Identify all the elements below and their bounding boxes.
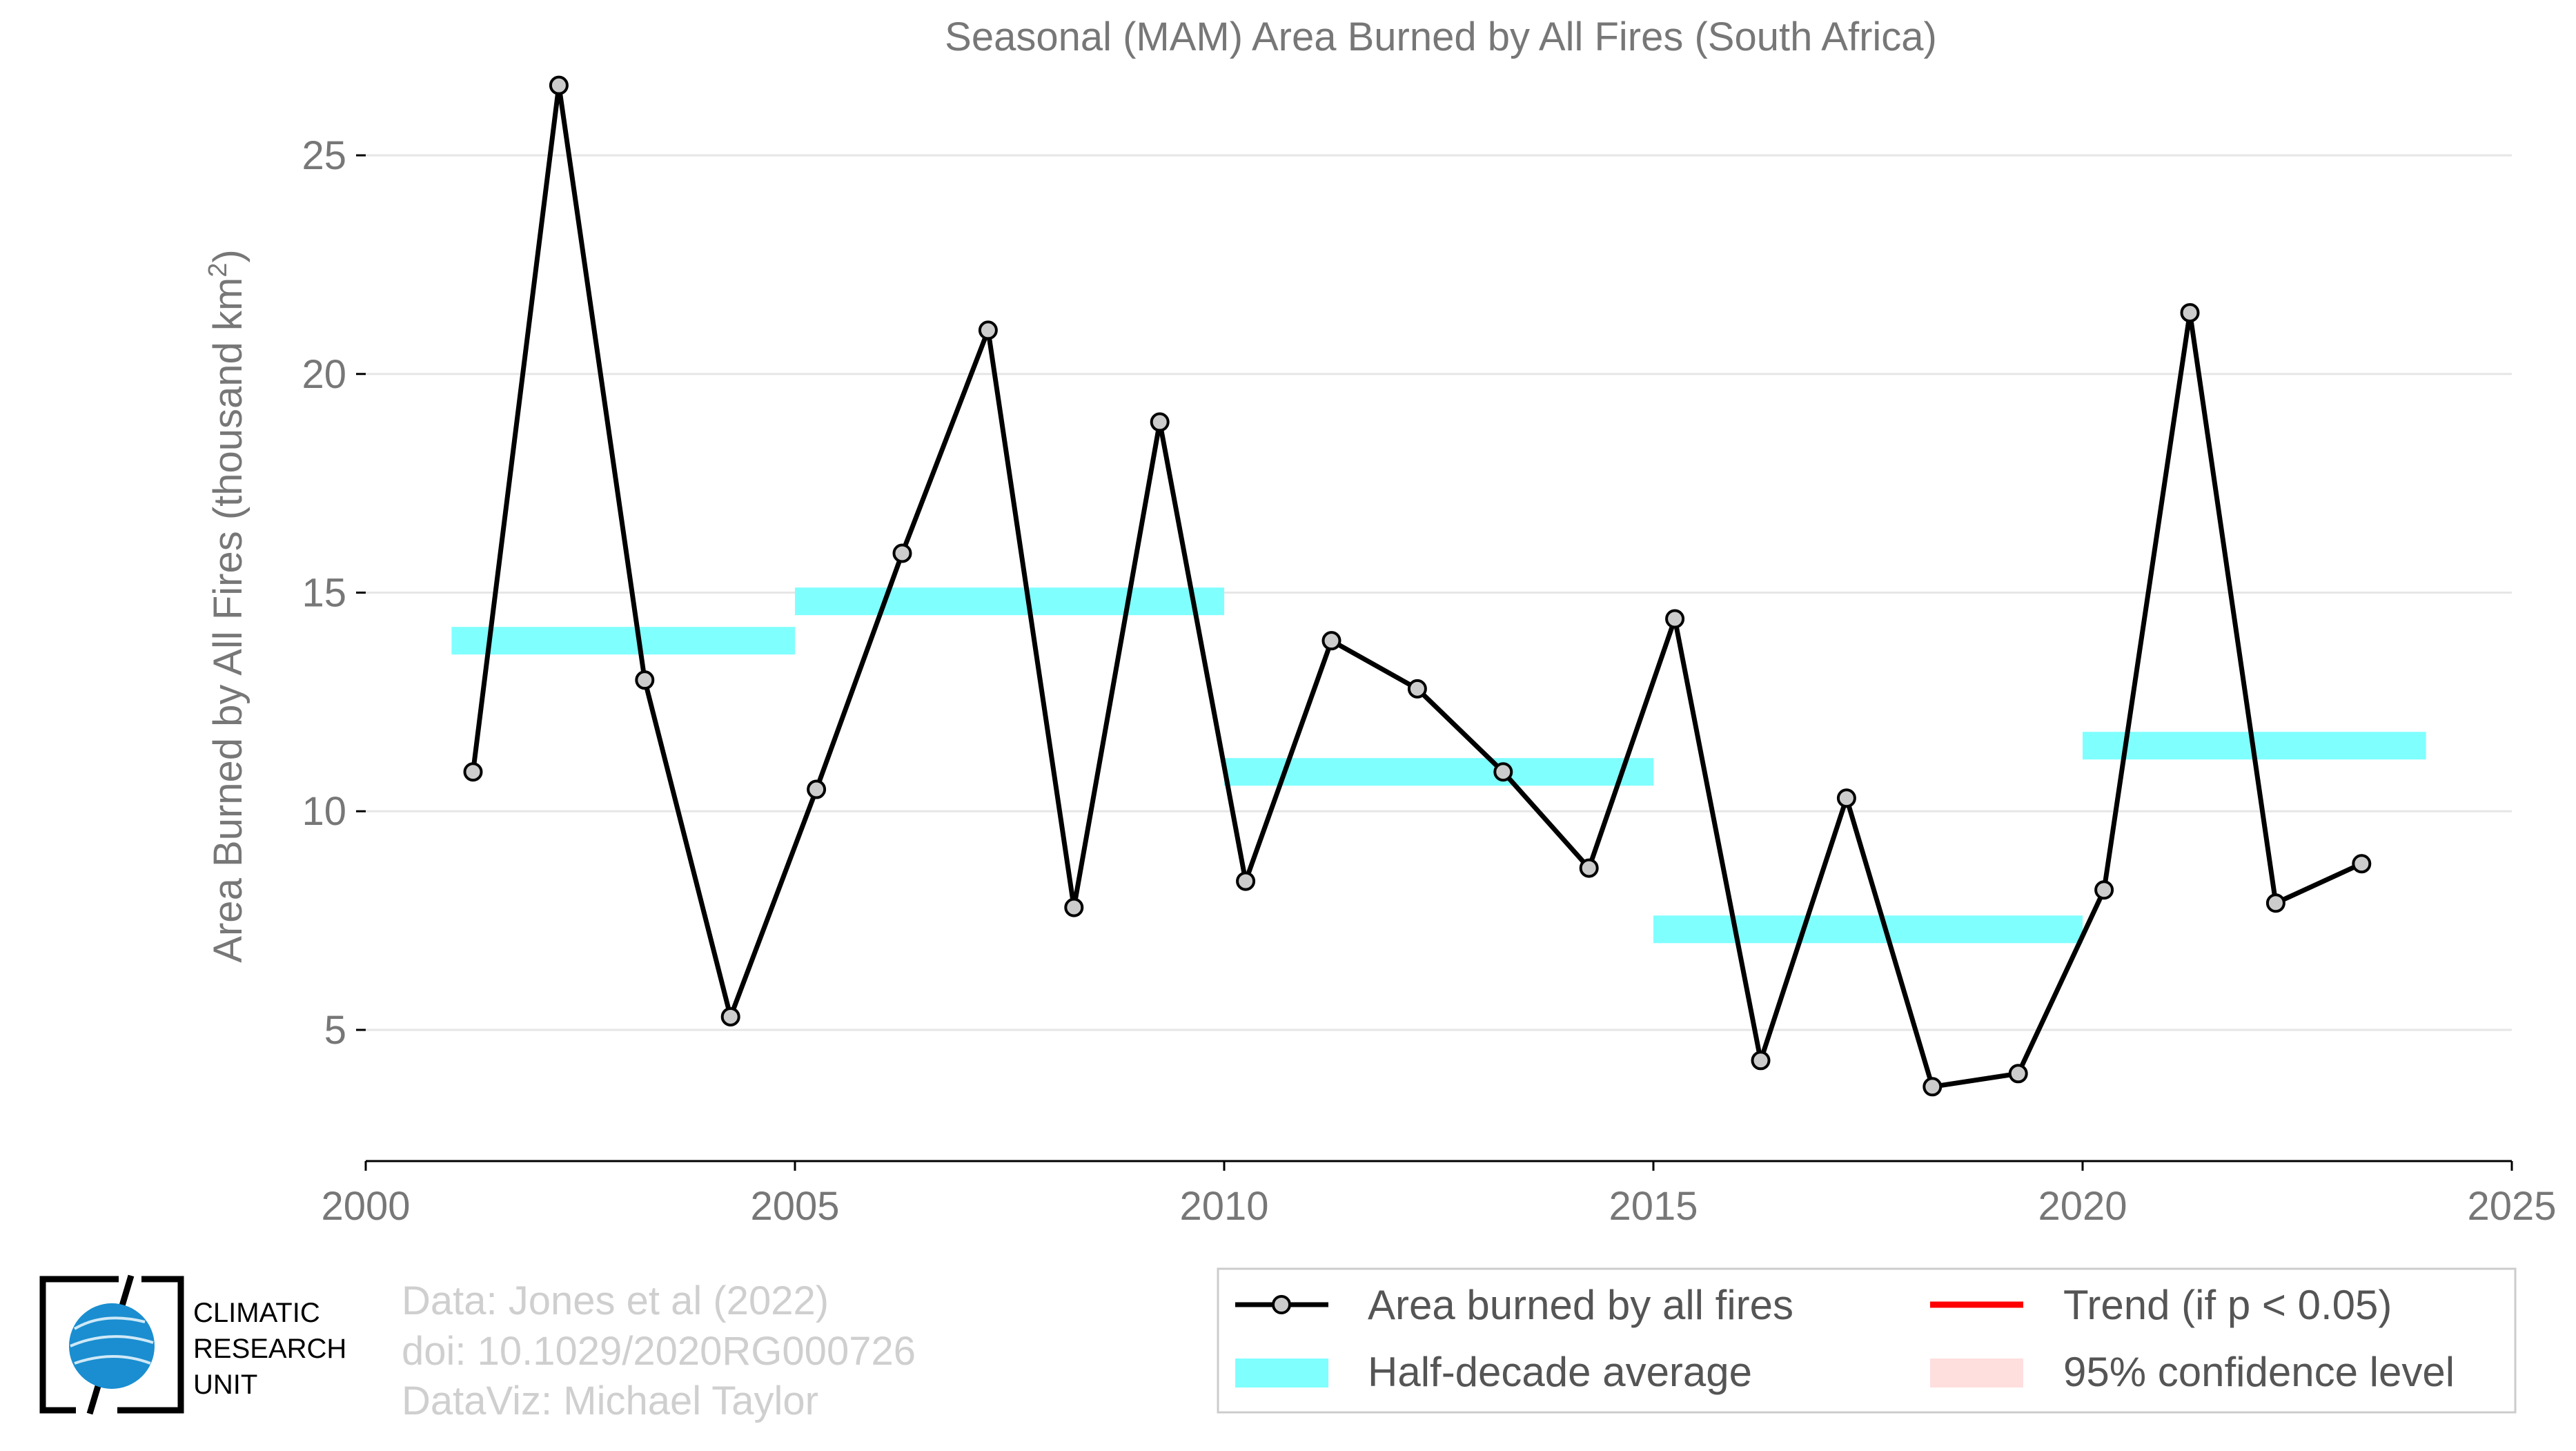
data-point: [2265, 893, 2285, 913]
data-point: [2180, 303, 2200, 323]
legend-label-confidence: 95% confidence level: [2063, 1349, 2455, 1395]
legend-entry-area-burned: Area burned by all fires: [1235, 1282, 1793, 1328]
data-point: [2094, 880, 2114, 900]
data-point: [1665, 609, 1685, 629]
legend-label-area-burned: Area burned by all fires: [1368, 1282, 1793, 1328]
half-decade-band: [795, 587, 1224, 616]
data-point: [892, 543, 912, 563]
x-tick-label: 2010: [1179, 1184, 1268, 1229]
y-tick-label: 25: [302, 133, 346, 178]
logo-right-bracket: [117, 1276, 184, 1414]
data-point: [1579, 858, 1599, 878]
globe-contour: [74, 1355, 151, 1365]
x-tick-label: 2020: [2038, 1184, 2127, 1229]
x-tick-label: 2000: [321, 1184, 410, 1229]
data-point: [2352, 854, 2372, 874]
y-axis-label-sup: 2: [204, 263, 233, 277]
y-tick-label: 10: [302, 789, 346, 834]
series-area-burned: [463, 75, 2372, 1097]
logo-text-line2: RESEARCH: [193, 1334, 346, 1364]
half-decade-band: [451, 627, 795, 655]
half-decade-band: [1653, 915, 2083, 944]
data-point: [1064, 897, 1084, 917]
data-point: [1407, 679, 1427, 699]
data-point: [635, 670, 655, 690]
chart-title: Seasonal (MAM) Area Burned by All Fires …: [945, 14, 1937, 59]
data-point: [978, 320, 998, 340]
data-point: [463, 762, 483, 782]
data-point: [1150, 412, 1170, 432]
axes: [356, 154, 2513, 1171]
cru-logo: CLIMATIC RESEARCH UNIT: [39, 1274, 346, 1415]
legend-swatch-marker: [1272, 1295, 1291, 1314]
data-point: [1321, 631, 1341, 651]
logo-left-bracket: [39, 1276, 119, 1414]
credit-doi: doi: 10.1029/2020RG000726: [402, 1329, 916, 1374]
x-tick-label: 2015: [1609, 1184, 1698, 1229]
credit-dataviz: DataViz: Michael Taylor: [402, 1379, 818, 1423]
y-tick-label: 5: [324, 1008, 346, 1053]
globe-contour: [73, 1316, 146, 1330]
gridlines: [366, 154, 2512, 1031]
half-decade-band: [1224, 758, 1653, 786]
y-axis-label-main: Area Burned by All Fires (thousand km: [206, 277, 250, 963]
y-axis-label: Area Burned by All Fires (thousand km2): [204, 249, 250, 962]
legend-label-trend: Trend (if p < 0.05): [2063, 1282, 2392, 1328]
data-point: [549, 75, 569, 95]
globe-icon: [69, 1303, 155, 1389]
legend-entry-trend: Trend (if p < 0.05): [1930, 1282, 2392, 1328]
data-point: [1923, 1077, 1943, 1097]
legend-swatch-half-decade: [1235, 1359, 1328, 1387]
data-point: [1493, 762, 1513, 782]
logo-text-line1: CLIMATIC: [193, 1298, 320, 1328]
data-point: [1236, 871, 1256, 891]
legend-label-half-decade: Half-decade average: [1368, 1349, 1752, 1395]
logo-text-line3: UNIT: [193, 1370, 257, 1400]
legend-entry-half-decade: Half-decade average: [1235, 1349, 1752, 1395]
x-tick-label: 2025: [2467, 1184, 2556, 1229]
half-decade-bands: [451, 587, 2426, 944]
y-axis-label-close: ): [206, 249, 250, 262]
y-tick-label: 15: [302, 570, 346, 615]
legend-entry-confidence: 95% confidence level: [1930, 1349, 2455, 1395]
data-point: [720, 1006, 740, 1026]
data-point: [1836, 788, 1856, 808]
data-point: [1751, 1051, 1771, 1071]
y-tick-label: 20: [302, 352, 346, 397]
legend-swatch-confidence: [1930, 1359, 2023, 1387]
legend-box: [1217, 1267, 2517, 1414]
data-point: [807, 779, 827, 799]
data-point: [2008, 1064, 2028, 1084]
legend: Area burned by all fires Trend (if p < 0…: [1217, 1267, 2517, 1414]
x-tick-label: 2005: [750, 1184, 839, 1229]
credit-data-source: Data: Jones et al (2022): [402, 1278, 829, 1323]
globe-contour: [70, 1335, 154, 1347]
